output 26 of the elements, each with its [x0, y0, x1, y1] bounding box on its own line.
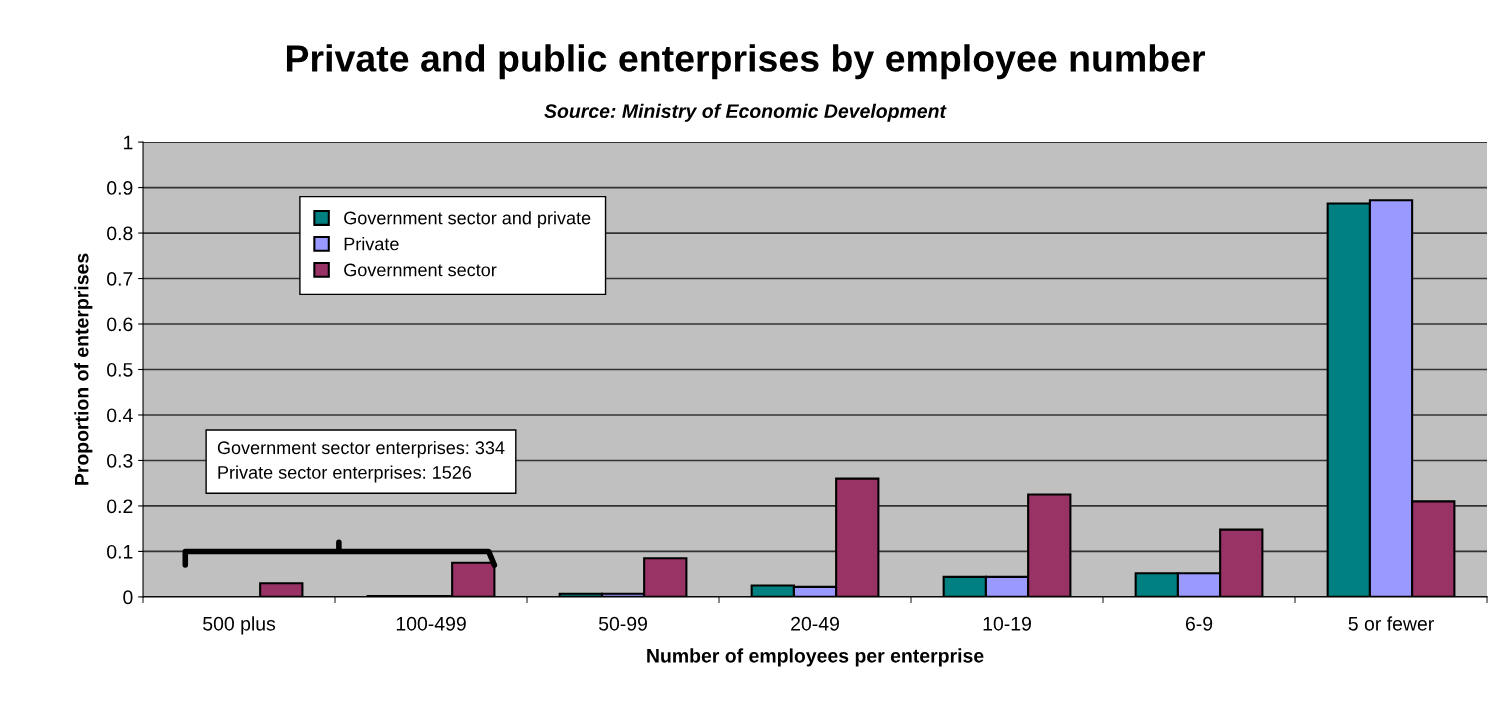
annotation: Government sector enterprises: 334 Private sector enterprises: 1526 — [217, 440, 505, 483]
legend-label: Private — [344, 237, 399, 251]
y-tick-label: 0.2 — [107, 499, 133, 514]
y-tick-label: 0.6 — [107, 317, 133, 332]
y-tick-label: 1 — [123, 135, 133, 150]
y-tick-label: 0.3 — [107, 453, 133, 468]
legend-label: Government sector — [344, 263, 497, 277]
y-tick-label: 0.1 — [107, 544, 133, 559]
y-tick-label: 0.7 — [107, 272, 133, 286]
y-tick-label: 0.5 — [107, 362, 133, 377]
y-axis-title: Proportion of enterprises — [74, 253, 93, 485]
x-axis-title: Number of employees per enterprise — [647, 648, 984, 667]
y-tick-label: 0 — [123, 590, 133, 605]
x-tick-label: 500 plus — [203, 616, 276, 635]
legend-label: Government sector and private — [344, 211, 591, 228]
x-tick-label: 50-99 — [598, 616, 647, 631]
y-tick-label: 0.9 — [107, 181, 133, 195]
x-tick-label: 20-49 — [791, 616, 839, 631]
chart-subtitle: Source: Ministry of Economic Development — [544, 103, 947, 122]
y-tick-label: 0.4 — [107, 408, 133, 423]
x-tick-label: 100-499 — [396, 616, 466, 631]
chart-title: Private and public enterprises by employee number — [286, 44, 1206, 80]
x-tick-label: 10-19 — [983, 616, 1031, 631]
x-tick-label: 5 or fewer — [1348, 616, 1434, 631]
y-tick-label: 0.8 — [107, 226, 133, 241]
x-tick-label: 6-9 — [1185, 616, 1213, 631]
